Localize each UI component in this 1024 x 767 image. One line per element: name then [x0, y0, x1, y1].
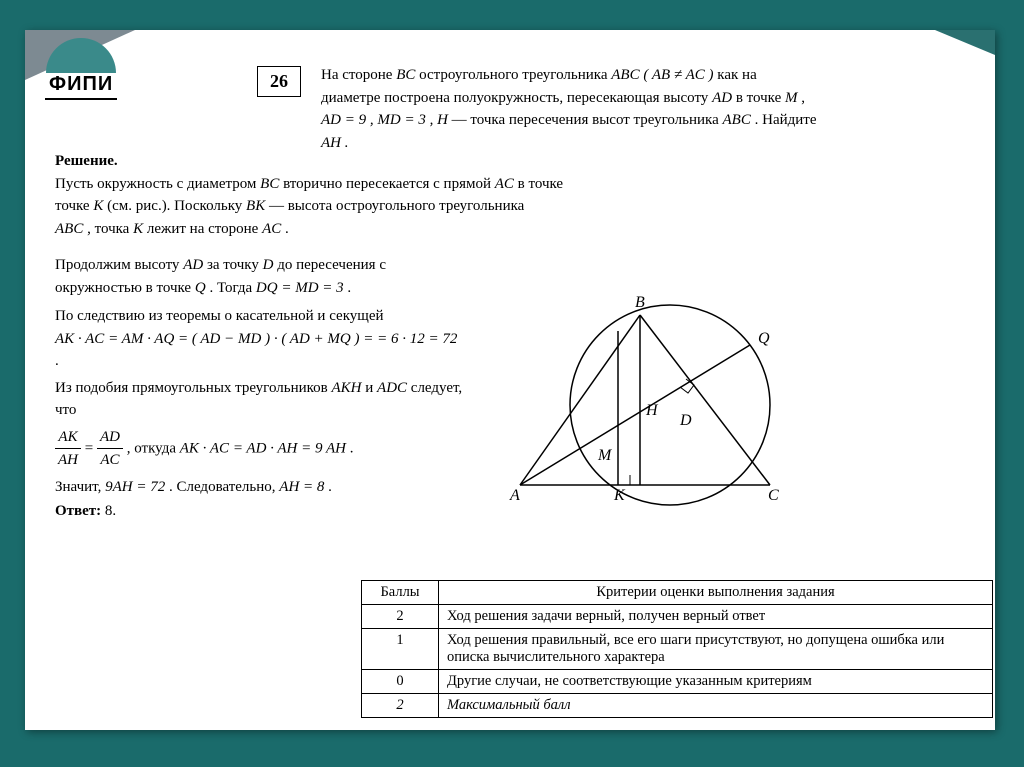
var: AD = 9 , MD = 3 , H — [321, 112, 448, 128]
var: AD — [712, 90, 732, 106]
eq: DQ = MD = 3 — [256, 280, 344, 296]
criteria-table: Баллы Критерии оценки выполнения задания… — [361, 580, 993, 718]
score-cell: 1 — [362, 629, 439, 670]
eq: AK · AC = AD · AH = 9 AH — [180, 440, 346, 456]
var: AD — [183, 257, 203, 273]
text: точке — [55, 198, 93, 214]
task-text: На стороне BC остроугольного треугольник… — [321, 64, 981, 154]
table-row: 2Ход решения задачи верный, получен верн… — [362, 605, 993, 629]
var: AC — [495, 176, 514, 192]
text: . Тогда — [206, 280, 256, 296]
fraction: ADAC — [97, 426, 123, 472]
var: M — [785, 90, 798, 106]
answer-value: 8. — [105, 503, 116, 519]
criteria-cell: Максимальный балл — [439, 694, 993, 718]
svg-text:Q: Q — [758, 330, 770, 347]
task-number-box: 26 — [257, 66, 301, 97]
text: Пусть окружность с диаметром — [55, 176, 260, 192]
text: . — [324, 479, 332, 495]
svg-text:M: M — [597, 447, 613, 464]
criteria-cell: Другие случаи, не соответствующие указан… — [439, 670, 993, 694]
svg-text:H: H — [645, 402, 659, 419]
text: . — [344, 280, 352, 296]
text: По следствию из теоремы о касательной и … — [55, 305, 465, 328]
criteria-cell: Ход решения правильный, все его шаги при… — [439, 629, 993, 670]
var: AKH — [332, 380, 362, 396]
fraction: AKAH — [55, 426, 81, 472]
var: K — [133, 221, 143, 237]
text: и — [362, 380, 378, 396]
var: ABC — [611, 67, 639, 83]
text: Продолжим высоту — [55, 257, 183, 273]
text: диаметре построена полуокружность, перес… — [321, 90, 712, 106]
var: Q — [195, 280, 206, 296]
criteria-cell: Ход решения задачи верный, получен верны… — [439, 605, 993, 629]
eq: 9AH = 72 — [105, 479, 165, 495]
table-header-row: Баллы Критерии оценки выполнения задания — [362, 581, 993, 605]
geometry-diagram: B Q H D M A K C — [480, 275, 810, 535]
var: ABC — [723, 112, 751, 128]
denominator: AC — [97, 449, 123, 472]
text: лежит на стороне — [143, 221, 262, 237]
text: в точке — [514, 176, 563, 192]
numerator: AK — [55, 426, 81, 450]
svg-text:C: C — [768, 487, 779, 504]
text: На стороне — [321, 67, 396, 83]
var: AC — [262, 221, 281, 237]
var: BC — [396, 67, 415, 83]
corner-decoration-tr — [935, 30, 995, 55]
solution-header: Решение. — [55, 150, 775, 173]
text: остроугольного треугольника — [415, 67, 611, 83]
score-cell: 2 — [362, 694, 439, 718]
svg-text:A: A — [509, 487, 520, 504]
svg-text:K: K — [613, 487, 626, 504]
text: , точка — [83, 221, 133, 237]
table-row: 1Ход решения правильный, все его шаги пр… — [362, 629, 993, 670]
text: . Найдите — [751, 112, 817, 128]
logo-icon — [46, 38, 116, 73]
text: (см. рис.). Поскольку — [103, 198, 246, 214]
text: Значит, — [55, 479, 105, 495]
logo: ФИПИ — [45, 38, 117, 100]
eq: AH = 8 — [279, 479, 324, 495]
var: BK — [246, 198, 265, 214]
text: как на — [714, 67, 757, 83]
text: вторично пересекается с прямой — [279, 176, 494, 192]
var: AH . — [321, 135, 349, 151]
text: , — [797, 90, 805, 106]
text: — высота остроугольного треугольника — [265, 198, 524, 214]
eq: AK · AC = AM · AQ = ( AD − MD ) · ( AD +… — [55, 328, 485, 351]
score-cell: 2 — [362, 605, 439, 629]
col-score: Баллы — [362, 581, 439, 605]
var: K — [93, 198, 103, 214]
col-criteria: Критерии оценки выполнения задания — [439, 581, 993, 605]
answer-label: Ответ: — [55, 503, 105, 519]
denominator: AH — [55, 449, 81, 472]
table-row: 2Максимальный балл — [362, 694, 993, 718]
var: ABC — [55, 221, 83, 237]
score-cell: 0 — [362, 670, 439, 694]
svg-text:D: D — [679, 412, 692, 429]
text: = — [85, 440, 97, 456]
svg-text:B: B — [635, 294, 645, 311]
text: . — [55, 353, 59, 369]
var: BC — [260, 176, 279, 192]
logo-text: ФИПИ — [45, 73, 117, 100]
slide: ФИПИ 26 На стороне BC остроугольного тре… — [25, 30, 995, 730]
var: D — [263, 257, 274, 273]
text: , откуда — [127, 440, 180, 456]
var: ADC — [377, 380, 407, 396]
text: . — [346, 440, 354, 456]
numerator: AD — [97, 426, 123, 450]
table-row: 0Другие случаи, не соответствующие указа… — [362, 670, 993, 694]
text: Из подобия прямоугольных треугольников — [55, 380, 332, 396]
text: — точка пересечения высот треугольника — [448, 112, 723, 128]
text: в точке — [732, 90, 785, 106]
text: за точку — [203, 257, 262, 273]
text: . Следовательно, — [165, 479, 279, 495]
var: ( AB ≠ AC ) — [640, 67, 714, 83]
text: . — [281, 221, 289, 237]
